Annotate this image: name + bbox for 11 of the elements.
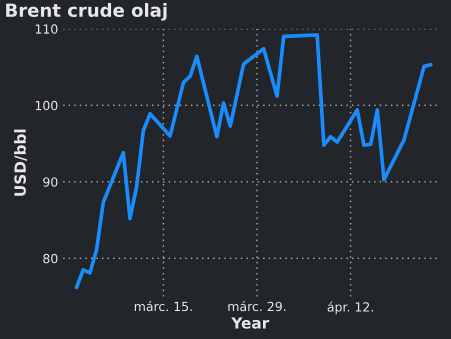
y-tick-label: 80 [43, 254, 58, 264]
y-axis-title: USD/bbl [14, 130, 28, 196]
x-tick-label: márc. 29. [228, 300, 286, 312]
y-tick-label: 90 [43, 177, 58, 187]
y-tick-label: 100 [36, 100, 58, 110]
x-axis-title: Year [231, 317, 270, 329]
line-series [74, 33, 433, 290]
y-tick-label: 110 [36, 24, 58, 34]
chart-title: Brent crude olaj [6, 3, 167, 21]
x-tick-label: ápr. 12. [328, 301, 373, 314]
x-tick-label: márc. 15. [134, 300, 192, 312]
